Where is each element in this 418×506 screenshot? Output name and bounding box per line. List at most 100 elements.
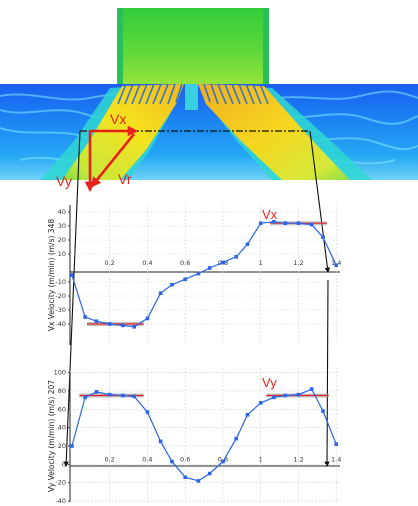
vx-data-point-1 [83, 315, 87, 319]
vx-data-point-5 [132, 325, 136, 329]
vy-y-tick-label-5: 0 [62, 460, 66, 468]
cfd-contour-image [0, 8, 418, 180]
vx-arrow-label: Vx [110, 111, 126, 127]
vx-y-tick-label-6: -30 [55, 306, 66, 314]
vy-y-tick-label-1: 80 [58, 387, 66, 395]
contour-center-gap [185, 84, 198, 110]
vy-data-point-6 [145, 410, 150, 414]
vy-data-point-8 [170, 459, 174, 464]
vy-x-tick-label-3: 0.8 [218, 455, 228, 463]
vy-chart-grid [70, 368, 340, 502]
vy-data-point-10 [196, 479, 201, 483]
vx-data-point-12 [221, 260, 225, 265]
vx-x-tick-label-5: 1.2 [293, 259, 303, 267]
vy-y-tick-label-4: 20 [58, 442, 66, 450]
vx-series-label: Vx [262, 207, 278, 222]
vy-data-point-12 [221, 459, 225, 464]
vy-x-tick-label-6: 1.4 [331, 455, 341, 463]
vy-data-point-11 [207, 471, 212, 476]
vx-y-tick-label-2: 20 [58, 236, 66, 244]
vy-data-point-7 [158, 439, 163, 444]
vx-y-tick-label-5: -20 [55, 292, 66, 300]
vy-chart-ylabel: Vy Velocity (m/min) (m/s) 207 [47, 380, 56, 492]
vx-chart-y-ticks: 40 30 20 10 -10 -20 -30 -40 [55, 208, 70, 328]
vx-chart-grid [70, 205, 340, 345]
vy-data-point-16 [272, 395, 276, 400]
vy-y-tick-label-6: -20 [55, 479, 66, 487]
vx-chart: 0.20.40.60.811.21.4 40302010-10-20-30-40… [47, 205, 341, 345]
vx-data-point-3 [107, 322, 112, 326]
contour-chamber-edge-right [263, 8, 269, 88]
vy-data-point-0 [70, 444, 74, 448]
vy-data-point-18 [296, 392, 301, 397]
vy-y-tick-label-7: -40 [55, 497, 66, 505]
velocity-arrows [84, 125, 139, 193]
vx-x-tick-label-4: 1 [259, 259, 263, 267]
vx-data-point-14 [245, 242, 250, 246]
vx-data-point-18 [296, 221, 301, 225]
vy-x-tick-label-4: 1 [259, 455, 263, 463]
vy-data-point-1 [83, 395, 87, 400]
vx-series-line [71, 221, 337, 328]
vx-data-point-0 [70, 273, 74, 277]
vy-data-point-17 [283, 393, 288, 398]
vy-x-tick-label-2: 0.6 [180, 455, 190, 463]
vx-data-point-10 [196, 271, 201, 276]
vx-data-point-13 [234, 255, 238, 259]
vy-data-point-21 [334, 442, 339, 446]
vx-data-point-19 [309, 222, 314, 227]
contour-chamber-edge-left [117, 8, 123, 88]
vr-arrow [90, 133, 136, 188]
vx-data-point-16 [272, 220, 276, 224]
vy-series-line [71, 388, 337, 482]
vy-arrow-label: Vy [56, 173, 72, 189]
vy-chart: 0.2 0.4 0.6 0.8 1 1.2 1.4 100 80 60 40 20 0 -20 -40 V… [47, 368, 341, 505]
vy-x-tick-label-5: 1.2 [293, 455, 303, 463]
vx-y-tick-label-4: -10 [55, 278, 66, 286]
vr-arrow-label: Vr [118, 171, 132, 187]
vx-chart-average-lines [86, 221, 327, 326]
vx-y-tick-label-1: 30 [58, 222, 66, 230]
vx-data-point-9 [183, 277, 187, 281]
vx-data-point-7 [158, 291, 163, 295]
vy-data-point-9 [183, 475, 187, 480]
vy-x-tick-label-0: 0.2 [104, 455, 114, 463]
vx-x-tick-label-0: 0.2 [104, 259, 114, 267]
vy-data-point-13 [234, 436, 238, 441]
vx-data-point-21 [334, 263, 339, 267]
vy-data-point-5 [132, 394, 136, 399]
vx-data-point-4 [121, 323, 125, 328]
vy-data-point-14 [245, 413, 250, 417]
vx-data-point-6 [145, 316, 150, 321]
vy-y-tick-label-3: 40 [58, 424, 66, 432]
vy-series-points [70, 387, 339, 483]
contour-nozzles [117, 83, 269, 105]
vy-data-point-20 [321, 409, 325, 413]
vx-series-points [70, 220, 339, 329]
vy-chart-y-ticks: 100 80 60 40 20 0 -20 -40 [54, 369, 70, 505]
map-arrow-right-lower [324, 279, 330, 468]
vy-series-label: Vy [262, 375, 277, 390]
vx-x-tick-label-1: 0.4 [142, 259, 152, 267]
vy-data-point-2 [94, 390, 99, 394]
vx-x-tick-label-6: 1.4 [331, 259, 341, 267]
vx-y-tick-label-3: 10 [58, 250, 66, 258]
vx-data-point-15 [258, 221, 263, 225]
vx-data-point-17 [283, 221, 288, 225]
vx-data-point-8 [170, 283, 174, 287]
vy-data-point-19 [309, 387, 314, 391]
vx-data-point-20 [321, 235, 325, 239]
map-arrow-left [63, 130, 81, 468]
vy-data-point-3 [107, 392, 112, 397]
map-arrow-right [309, 130, 331, 274]
vx-data-point-2 [94, 319, 99, 323]
vx-y-tick-label-0: 40 [58, 208, 66, 216]
vx-chart-ylabel: Vx Velocity (m/min) (m/s) 348 [47, 219, 56, 332]
vy-x-tick-label-1: 0.4 [142, 455, 152, 463]
vx-x-tick-label-2: 0.6 [180, 259, 190, 267]
vy-chart-x-ticks: 0.2 0.4 0.6 0.8 1 1.2 1.4 [104, 455, 341, 463]
vx-y-tick-label-7: -40 [55, 320, 66, 328]
vy-y-tick-label-2: 60 [58, 405, 66, 413]
contour-jet-right [198, 84, 350, 180]
